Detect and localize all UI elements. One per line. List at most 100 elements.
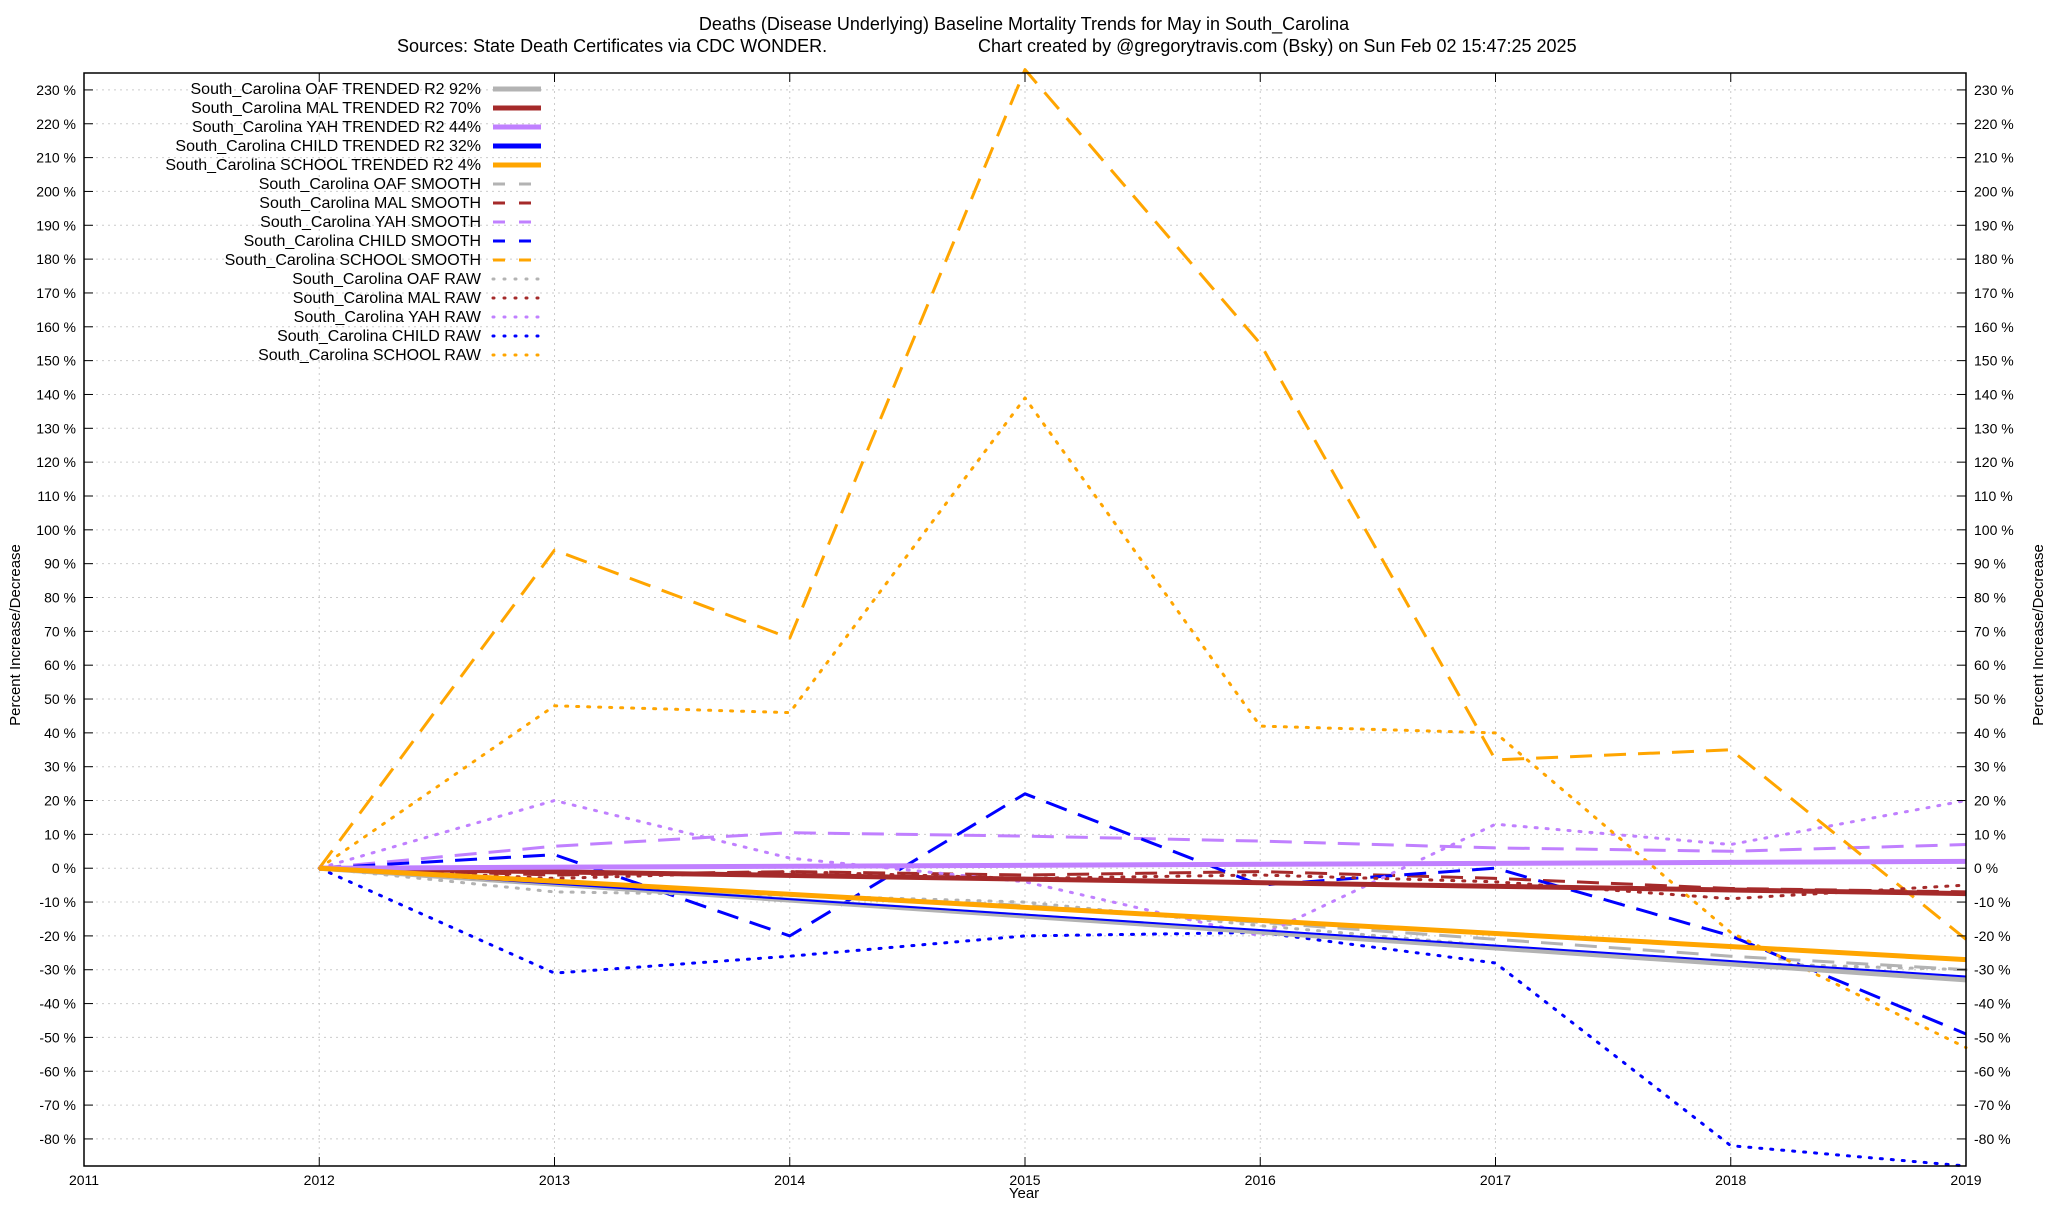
legend-item: South_Carolina YAH TRENDED R2 44% (192, 119, 541, 136)
y-tick-label-right: 160 % (1974, 319, 2014, 335)
y-tick-label-left: 230 % (36, 82, 76, 98)
legend-item: South_Carolina SCHOOL RAW (258, 347, 543, 364)
chart-credit: Chart created by @gregorytravis.com (Bsk… (978, 36, 1577, 56)
legend-label: South_Carolina MAL TRENDED R2 70% (191, 100, 481, 117)
legend-label: South_Carolina CHILD RAW (277, 328, 482, 345)
y-tick-label-left: 80 % (44, 590, 76, 606)
y-axis-label-left: Percent Increase/Decrease (7, 544, 24, 726)
y-tick-label-right: 70 % (1974, 623, 2006, 639)
y-tick-label-left: 130 % (36, 420, 76, 436)
y-tick-label-right: 170 % (1974, 285, 2014, 301)
chart-source: Sources: State Death Certificates via CD… (397, 36, 827, 56)
y-tick-label-left: 180 % (36, 251, 76, 267)
y-tick-label-right: -30 % (1974, 962, 2011, 978)
legend-label: South_Carolina OAF SMOOTH (259, 176, 481, 193)
y-tick-label-left: 140 % (36, 386, 76, 402)
y-tick-label-left: 160 % (36, 319, 76, 335)
y-tick-label-left: -80 % (39, 1131, 76, 1147)
legend-label: South_Carolina SCHOOL RAW (258, 347, 482, 364)
y-tick-label-right: 210 % (1974, 150, 2014, 166)
x-tick-label: 2015 (1009, 1172, 1040, 1188)
y-tick-label-right: 180 % (1974, 251, 2014, 267)
y-tick-label-right: -80 % (1974, 1131, 2011, 1147)
y-tick-label-left: 90 % (44, 556, 76, 572)
legend-label: South_Carolina SCHOOL TRENDED R2 4% (165, 157, 481, 174)
y-tick-label-left: 40 % (44, 725, 76, 741)
y-tick-label-left: -20 % (39, 928, 76, 944)
series-line-2 (319, 858, 1967, 871)
legend-label: South_Carolina YAH SMOOTH (260, 214, 481, 231)
y-tick-label-right: 80 % (1974, 590, 2006, 606)
y-tick-label-right: 120 % (1974, 454, 2014, 470)
legend-item: South_Carolina OAF SMOOTH (259, 176, 541, 193)
x-tick-label: 2018 (1715, 1172, 1746, 1188)
y-tick-label-left: 220 % (36, 116, 76, 132)
series-line-11 (317, 866, 1968, 901)
legend-item: South_Carolina MAL RAW (293, 290, 543, 307)
legend-label: South_Carolina SCHOOL SMOOTH (225, 252, 481, 269)
y-tick-label-left: 0 % (52, 860, 76, 876)
series-line-14 (317, 396, 1968, 1050)
legend-label: South_Carolina OAF TRENDED R2 92% (191, 81, 482, 98)
legend: South_Carolina OAF TRENDED R2 92% South_C… (165, 81, 543, 364)
y-tick-label-left: 120 % (36, 454, 76, 470)
legend-item: South_Carolina YAH SMOOTH (260, 214, 541, 231)
y-tick-label-left: -40 % (39, 996, 76, 1012)
y-tick-label-left: -60 % (39, 1063, 76, 1079)
y-tick-label-left: 30 % (44, 759, 76, 775)
chart-title: Deaths (Disease Underlying) Baseline Mor… (699, 14, 1350, 35)
y-tick-label-right: 10 % (1974, 826, 2006, 842)
y-tick-label-right: 50 % (1974, 691, 2006, 707)
legend-item: South_Carolina CHILD RAW (277, 328, 543, 345)
series-line-1 (319, 865, 1967, 897)
y-tick-label-right: 130 % (1974, 420, 2014, 436)
series-line-12 (317, 799, 1968, 938)
y-tick-label-right: 230 % (1974, 82, 2014, 98)
ticks: 230 % 230 % 220 % 220 % 210 % 210 % 200 % 200 %… (36, 73, 2014, 1188)
y-tick-label-left: 20 % (44, 793, 76, 809)
legend-item: South_Carolina SCHOOL SMOOTH (225, 252, 541, 269)
y-tick-label-left: 60 % (44, 657, 76, 673)
y-tick-label-right: 190 % (1974, 217, 2014, 233)
x-tick-label: 2013 (539, 1172, 570, 1188)
series-line-9 (318, 68, 1967, 941)
x-tick-label: 2017 (1480, 1172, 1511, 1188)
legend-item: South_Carolina OAF TRENDED R2 92% (191, 81, 541, 98)
legend-item: South_Carolina MAL SMOOTH (259, 195, 541, 212)
legend-label: South_Carolina MAL SMOOTH (259, 195, 481, 212)
series-group (317, 68, 1968, 1168)
legend-item: South_Carolina YAH RAW (294, 309, 543, 326)
legend-label: South_Carolina YAH TRENDED R2 44% (192, 119, 481, 136)
x-tick-label: 2016 (1245, 1172, 1276, 1188)
y-tick-label-right: 110 % (1974, 488, 2013, 504)
x-axis-label: Year (1009, 1185, 1039, 1200)
y-tick-label-left: 100 % (36, 522, 76, 538)
y-tick-label-left: -70 % (39, 1097, 76, 1113)
y-tick-label-right: -50 % (1974, 1029, 2011, 1045)
y-tick-label-right: 200 % (1974, 183, 2014, 199)
y-tick-label-right: -70 % (1974, 1097, 2011, 1113)
y-tick-label-right: 140 % (1974, 386, 2014, 402)
series-line-13 (317, 866, 1968, 1168)
x-tick-label: 2014 (774, 1172, 805, 1188)
legend-item: South_Carolina CHILD SMOOTH (244, 233, 541, 250)
legend-item: South_Carolina OAF RAW (292, 271, 543, 288)
y-tick-label-right: 100 % (1974, 522, 2014, 538)
y-tick-label-right: 150 % (1974, 353, 2014, 369)
legend-label: South_Carolina OAF RAW (292, 271, 482, 288)
y-axis-label-right: Percent Increase/Decrease (2030, 544, 2047, 726)
legend-label: South_Carolina YAH RAW (294, 309, 482, 326)
legend-item: South_Carolina MAL TRENDED R2 70% (191, 100, 541, 117)
legend-item: South_Carolina SCHOOL TRENDED R2 4% (165, 157, 541, 174)
y-tick-label-left: -30 % (39, 962, 76, 978)
y-tick-label-left: 150 % (36, 353, 76, 369)
y-tick-label-right: -10 % (1974, 894, 2011, 910)
legend-label: South_Carolina CHILD SMOOTH (244, 233, 481, 250)
y-tick-label-right: 60 % (1974, 657, 2006, 673)
series-line-4 (319, 865, 1967, 963)
y-tick-label-left: 200 % (36, 183, 76, 199)
y-tick-label-right: -40 % (1974, 996, 2011, 1012)
y-tick-label-left: -50 % (39, 1029, 76, 1045)
